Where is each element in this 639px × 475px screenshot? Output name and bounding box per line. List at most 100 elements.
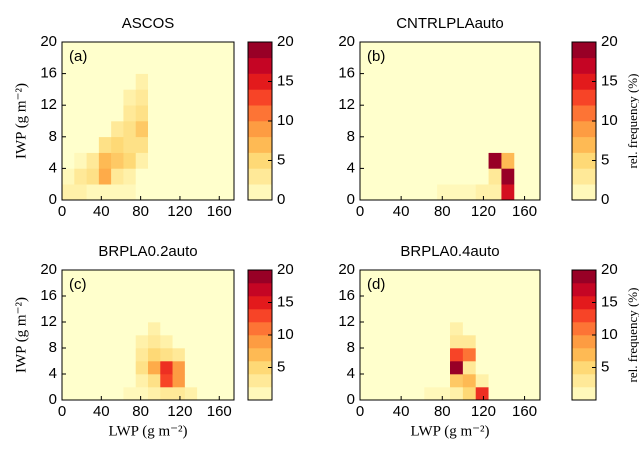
cell [385, 89, 399, 106]
cell [111, 335, 124, 349]
cell [398, 168, 412, 185]
colorbar-swatch [572, 73, 596, 90]
cell [514, 105, 528, 122]
cell [172, 89, 186, 106]
cell [514, 361, 528, 375]
cell [62, 57, 75, 74]
colorbar-swatch [572, 335, 596, 349]
cell [475, 89, 489, 106]
cell [514, 57, 528, 74]
cell [527, 89, 541, 106]
cell [385, 73, 399, 90]
cell [462, 283, 477, 297]
cell [527, 322, 541, 336]
y-axis-label: IWP (g m⁻²) [13, 83, 29, 159]
cell [462, 335, 477, 349]
cell [221, 73, 235, 90]
x-tick-label: 80 [434, 203, 451, 220]
cell [197, 105, 210, 122]
colorbar-label: rel. frequency (%) [625, 74, 639, 169]
cell [86, 42, 100, 59]
cell [160, 309, 173, 323]
cell [462, 322, 477, 336]
cell [111, 121, 124, 138]
cell [123, 361, 137, 375]
cell [450, 184, 464, 201]
cell [488, 296, 502, 310]
cell [172, 374, 186, 388]
colorbar-swatch [572, 136, 596, 153]
cell [209, 335, 223, 349]
cell [424, 322, 438, 336]
cell [462, 296, 477, 310]
cell [360, 152, 374, 169]
cell [74, 335, 87, 349]
colorbar-swatch [572, 322, 596, 336]
cell [209, 152, 223, 169]
cell [98, 57, 112, 74]
y-tick-label: 4 [347, 159, 355, 176]
cell [501, 42, 515, 59]
cell [98, 168, 112, 185]
y-tick-label: 16 [40, 287, 57, 304]
cell [98, 296, 112, 310]
colorbar-swatch [248, 89, 272, 106]
cell [135, 152, 149, 169]
cell [372, 374, 387, 388]
colorbar-tick-label: 20 [277, 261, 294, 278]
cell [462, 374, 477, 388]
cell [160, 89, 173, 106]
cell [372, 335, 387, 349]
cell [123, 57, 137, 74]
cell [148, 322, 161, 336]
cell [514, 322, 528, 336]
cell [398, 105, 412, 122]
cell [221, 57, 235, 74]
cell [437, 121, 451, 138]
cell [527, 270, 541, 284]
cell [148, 309, 161, 323]
cell [184, 121, 198, 138]
cell [135, 387, 149, 401]
cell [111, 348, 124, 362]
cell [123, 184, 137, 201]
cell [111, 136, 124, 153]
cell [372, 270, 387, 284]
cell [424, 348, 438, 362]
cell [172, 73, 186, 90]
cell [501, 136, 515, 153]
cell [123, 121, 137, 138]
cell [411, 374, 425, 388]
cell [372, 57, 387, 74]
cell [209, 322, 223, 336]
cell [160, 361, 173, 375]
cell [527, 184, 541, 201]
cell [501, 348, 515, 362]
x-tick-label: 120 [167, 403, 192, 420]
colorbar-swatch [572, 152, 596, 169]
panel-label: (b) [367, 48, 385, 65]
cell [514, 283, 528, 297]
cell [437, 361, 451, 375]
cell [360, 374, 374, 388]
cell [488, 136, 502, 153]
colorbar-tick-label: 10 [601, 112, 618, 129]
cell [98, 283, 112, 297]
colorbar-tick-label: 15 [601, 72, 618, 89]
cell [62, 73, 75, 90]
cell [86, 121, 100, 138]
cell [527, 57, 541, 74]
colorbar-tick-label: 10 [601, 326, 618, 343]
colorbar-swatch [248, 387, 272, 401]
colorbar-tick-label: 15 [277, 293, 294, 310]
cell [372, 42, 387, 59]
cell [527, 309, 541, 323]
cell [148, 105, 161, 122]
cell [160, 270, 173, 284]
cell [411, 348, 425, 362]
cell [398, 73, 412, 90]
cell [148, 184, 161, 201]
cell [197, 270, 210, 284]
cell [123, 309, 137, 323]
cell [411, 121, 425, 138]
